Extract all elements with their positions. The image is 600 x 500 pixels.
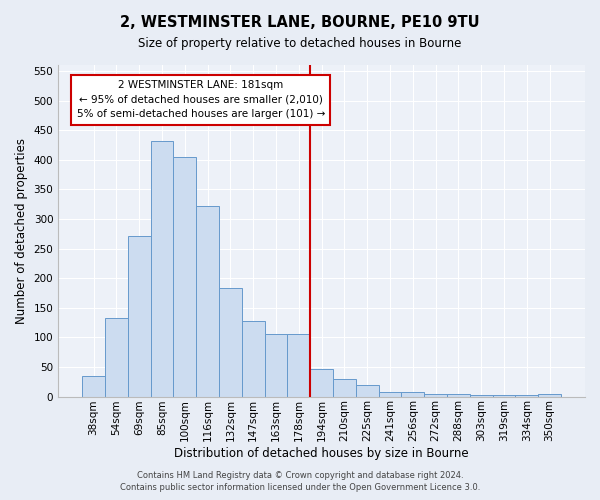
- Bar: [333, 379, 356, 396]
- Bar: [151, 141, 173, 397]
- Text: Contains HM Land Registry data © Crown copyright and database right 2024.
Contai: Contains HM Land Registry data © Crown c…: [120, 471, 480, 492]
- Bar: [265, 334, 287, 396]
- Bar: [219, 288, 242, 397]
- Bar: [424, 394, 447, 396]
- Bar: [538, 394, 561, 396]
- Bar: [287, 334, 310, 396]
- Bar: [379, 392, 401, 396]
- Bar: [310, 370, 333, 396]
- Bar: [128, 236, 151, 396]
- Bar: [196, 206, 219, 396]
- Text: 2, WESTMINSTER LANE, BOURNE, PE10 9TU: 2, WESTMINSTER LANE, BOURNE, PE10 9TU: [120, 15, 480, 30]
- Bar: [447, 394, 470, 396]
- Bar: [470, 395, 493, 396]
- Bar: [242, 322, 265, 396]
- Bar: [401, 392, 424, 396]
- Bar: [493, 395, 515, 396]
- Text: 2 WESTMINSTER LANE: 181sqm
← 95% of detached houses are smaller (2,010)
5% of se: 2 WESTMINSTER LANE: 181sqm ← 95% of deta…: [77, 80, 325, 120]
- Y-axis label: Number of detached properties: Number of detached properties: [15, 138, 28, 324]
- X-axis label: Distribution of detached houses by size in Bourne: Distribution of detached houses by size …: [174, 447, 469, 460]
- Bar: [105, 318, 128, 396]
- Bar: [515, 395, 538, 396]
- Bar: [356, 384, 379, 396]
- Bar: [82, 376, 105, 396]
- Bar: [173, 157, 196, 396]
- Text: Size of property relative to detached houses in Bourne: Size of property relative to detached ho…: [139, 38, 461, 51]
